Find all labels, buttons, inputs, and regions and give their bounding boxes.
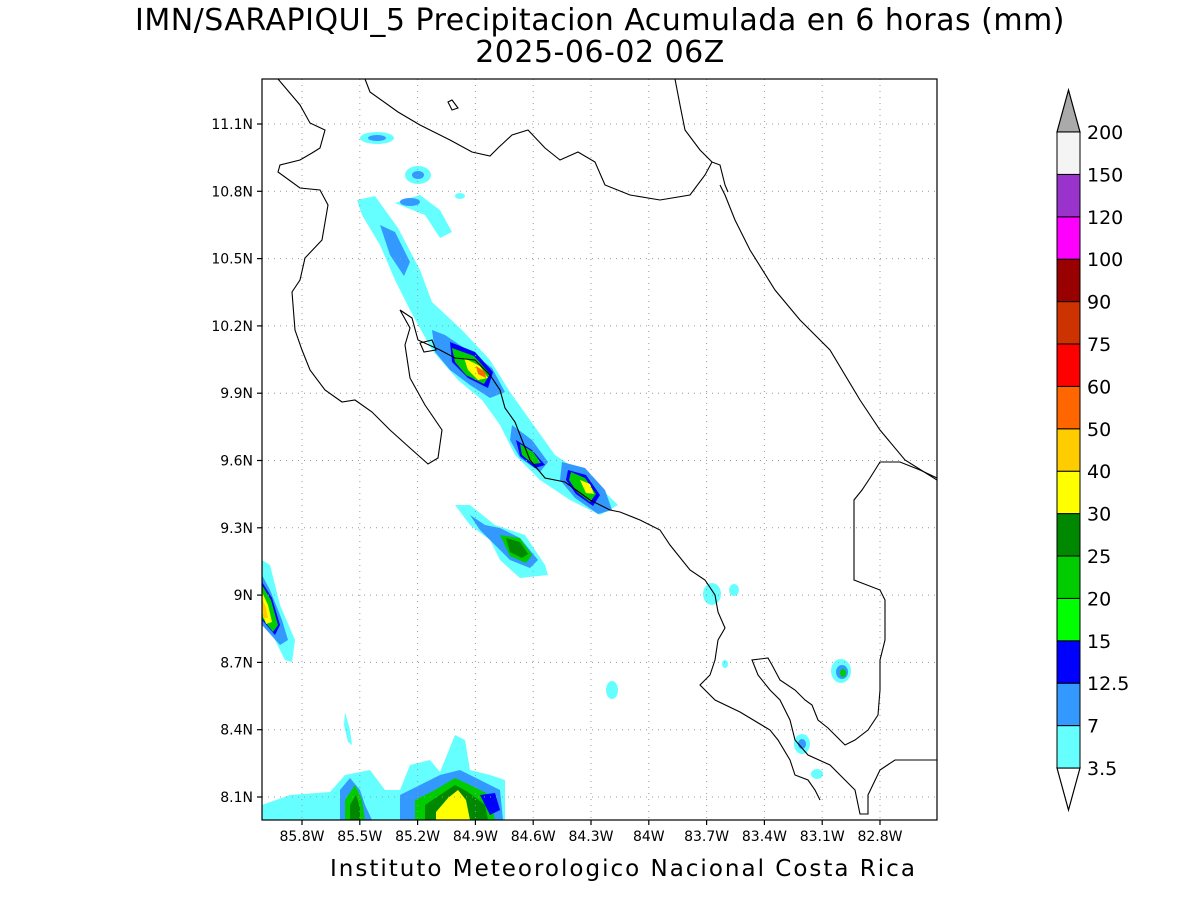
lon-tick-label: 84.9W [453,829,498,845]
lat-tick-label: 10.5N [211,252,253,268]
caribbean-coastline [719,184,937,481]
lon-tick-label: 83.4W [742,829,787,845]
lat-tick-label: 11.1N [211,117,253,133]
map-subtitle: 2025-06-02 06Z [475,35,725,70]
lat-tick-label: 9.3N [220,521,253,537]
rain-cell-pacific [455,505,548,578]
lat-tick-label: 9.6N [220,454,253,470]
colorbar-label: 150 [1087,164,1123,186]
colorbar-label: 7 [1087,716,1099,738]
colorbar-label: 20 [1087,588,1111,610]
credit-text: Instituto Meteorologico Nacional Costa R… [330,856,917,882]
lat-tick-label: 8.7N [220,655,253,671]
colorbar: 3.5 7 12.5 15 20 25 30 40 50 60 75 90 100 120 150 200 [1056,87,1129,813]
colorbar-swatch [1056,301,1081,345]
colorbar-under-triangle [1056,767,1081,813]
colorbar-swatch [1056,725,1081,769]
lat-tick-label: 10.2N [211,319,253,335]
colorbar-label: 100 [1087,249,1123,271]
colorbar-label: 30 [1087,504,1111,526]
colorbar-swatch [1056,385,1081,430]
colorbar-swatch [1056,216,1081,260]
colorbar-swatch [1056,513,1081,557]
panama-border [751,461,937,815]
lat-tick-label: 9N [234,588,253,604]
colorbar-label: 40 [1087,461,1111,483]
lon-tick-label: 85.8W [279,829,324,845]
colorbar-over-triangle [1056,87,1081,133]
colorbar-label: 60 [1087,376,1111,398]
island-outline [419,339,437,353]
rain-cells-southeast [703,583,851,779]
colorbar-swatch [1056,258,1081,303]
lat-tick-label: 9.9N [220,386,253,402]
lon-tick-label: 82.8W [857,829,902,845]
colorbar-swatch [1056,131,1081,175]
map-title: IMN/SARAPIQUI_5 Precipitacion Acumulada … [135,3,1065,38]
colorbar-swatch [1056,555,1081,599]
lon-tick-label: 84W [633,829,665,845]
lon-tick-label: 83.7W [684,829,729,845]
rain-cell-west [262,560,295,662]
lake-outline [447,99,459,111]
colorbar-label: 120 [1087,207,1123,229]
colorbar-label: 200 [1087,122,1123,144]
colorbar-label: 50 [1087,419,1111,441]
lon-tick-label: 85.2W [395,829,440,845]
colorbar-label: 90 [1087,292,1111,314]
colorbar-label: 3.5 [1087,758,1117,780]
lon-tick-label: 85.5W [337,829,382,845]
colorbar-swatch [1056,428,1081,472]
lon-tick-label: 83.1W [800,829,845,845]
colorbar-label: 25 [1087,546,1111,568]
colorbar-swatch [1056,597,1081,642]
colorbar-swatch [1056,343,1081,387]
latitude-axis: 11.1N 10.8N 10.5N 10.2N 9.9N 9.6N 9.3N 9N 8.7N 8.… [211,117,262,806]
pacific-coastline [277,79,821,801]
rain-cells-south [262,681,618,820]
colorbar-label: 75 [1087,334,1111,356]
colorbar-label: 15 [1087,631,1111,653]
lon-tick-label: 84.6W [511,829,556,845]
nicaragua-border [364,79,729,201]
coastlines [277,79,937,815]
lat-tick-label: 8.1N [220,790,253,806]
lon-tick-label: 84.3W [568,829,613,845]
gridlines [262,79,937,820]
colorbar-label: 12.5 [1087,673,1129,695]
caribbean-coast-north [674,79,713,163]
rain-band-central [357,196,618,515]
lat-tick-label: 8.4N [220,723,253,739]
precipitation-field [262,132,851,820]
lat-tick-label: 10.8N [211,184,253,200]
plot-frame [261,78,938,821]
longitude-axis: 85.8W 85.5W 85.2W 84.9W 84.6W 84.3W 84W 83.7W 83… [279,820,903,845]
colorbar-swatch [1056,640,1081,684]
colorbar-swatch [1056,173,1081,218]
colorbar-swatch [1056,682,1081,727]
colorbar-swatch [1056,470,1081,515]
